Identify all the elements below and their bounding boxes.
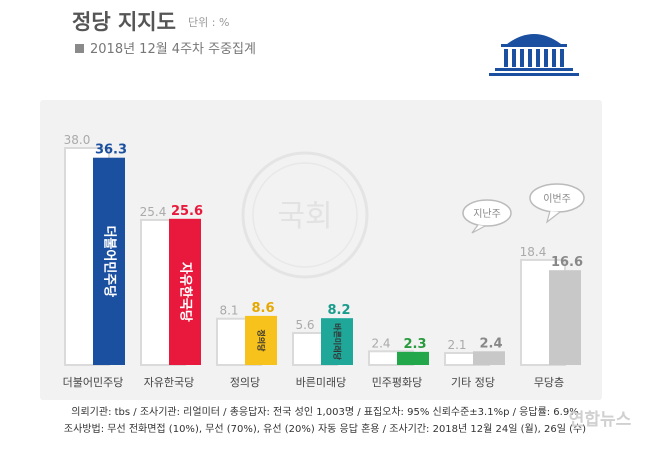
category-label-0: 더불어민주당: [63, 376, 124, 389]
legend-previous-label: 지난주: [473, 208, 501, 220]
value-label-current-2: 8.6: [251, 301, 274, 316]
national-assembly-logo: [489, 34, 579, 76]
category-label-6: 무당층: [534, 376, 564, 389]
value-label-current-1: 25.6: [171, 204, 203, 219]
value-label-previous-1: 25.4: [140, 205, 167, 219]
watermark-seal: 국회: [241, 151, 369, 279]
bar-current-3: [321, 318, 353, 365]
watermark-text: 국회: [277, 199, 332, 234]
category-label-3: 바른미래당: [296, 376, 347, 389]
source-logo: 연합뉴스: [569, 409, 632, 430]
chart-subtitle: 2018년 12월 4주차 주중집계: [75, 38, 256, 57]
bar-current-1: [169, 218, 201, 365]
value-label-current-0: 36.3: [95, 143, 127, 158]
unit-label: 단위 : %: [188, 16, 230, 29]
legend-previous-week: 지난주: [462, 199, 512, 234]
footer-survey-method: 조사방법: 무선 전화면접 (10%), 무선 (70%), 유선 (20%) …: [63, 424, 587, 435]
value-label-current-5: 2.4: [479, 336, 502, 351]
value-label-previous-3: 5.6: [295, 318, 314, 332]
value-label-previous-0: 38.0: [64, 133, 91, 147]
legend-this-label: 이번주: [543, 193, 571, 205]
bar-current-0: [93, 157, 125, 365]
chart-title: 정당 지지도: [72, 10, 176, 34]
subtitle-text: 2018년 12월 4주차 주중집계: [90, 42, 256, 57]
source-text: 연합뉴스: [569, 409, 632, 430]
value-label-previous-6: 18.4: [520, 245, 547, 259]
legend-this-week: 이번주: [529, 183, 585, 224]
footer-survey-info: 의뢰기관: tbs / 조사기관: 리얼미터 / 총응답자: 전국 성인 1,0…: [71, 407, 579, 418]
value-label-previous-2: 8.1: [219, 304, 238, 318]
bar-current-5: [473, 351, 505, 365]
value-label-current-6: 16.6: [551, 255, 583, 270]
value-label-current-3: 8.2: [327, 303, 350, 318]
bullet-square-icon: [75, 44, 84, 53]
bar-current-6: [549, 270, 581, 365]
category-label-5: 기타 정당: [451, 376, 495, 389]
category-label-4: 민주평화당: [372, 376, 423, 389]
value-label-current-4: 2.3: [403, 337, 426, 352]
category-label-2: 정의당: [230, 376, 260, 389]
bar-party-logo-2: 정의당: [257, 329, 267, 352]
bar-current-4: [397, 351, 429, 365]
bar-current-2: [245, 315, 277, 365]
bar-party-logo-3: 바른미래당: [333, 323, 343, 360]
bar-party-logo-1: 자유한국당: [178, 262, 194, 322]
value-label-previous-5: 2.1: [447, 338, 466, 352]
value-label-previous-4: 2.4: [371, 336, 390, 350]
category-label-1: 자유한국당: [144, 376, 195, 389]
bar-party-logo-0: 더불어민주당: [102, 225, 118, 297]
